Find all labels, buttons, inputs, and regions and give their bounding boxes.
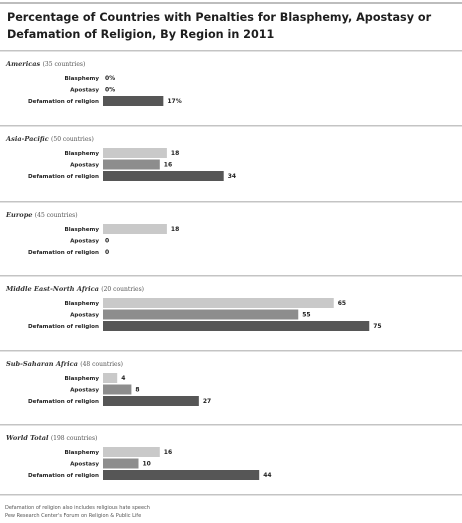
value-label-middle-east-north-africa-defamation-of-religion: 75 xyxy=(373,323,381,330)
bar-asia-pacific-blasphemy xyxy=(103,148,167,158)
value-label-world-total-defamation-of-religion: 44 xyxy=(263,472,271,479)
category-label-apostasy: Apostasy xyxy=(70,87,99,93)
category-label-blasphemy: Blasphemy xyxy=(64,376,99,382)
footer-source: Pew Research Center's Forum on Religion … xyxy=(5,513,142,519)
region-count-world-total: (198 countries) xyxy=(51,435,98,442)
category-label-blasphemy: Blasphemy xyxy=(64,227,99,233)
category-label-apostasy: Apostasy xyxy=(70,461,99,467)
category-label-blasphemy: Blasphemy xyxy=(64,151,99,157)
bar-sub-saharan-africa-apostasy xyxy=(103,384,132,395)
region-count-europe: (45 countries) xyxy=(35,212,78,219)
bar-world-total-apostasy xyxy=(103,458,139,469)
panel-divider-world-total xyxy=(0,424,462,426)
category-label-apostasy: Apostasy xyxy=(70,387,99,393)
region-label-sub-saharan-africa: Sub-Saharan Africa (48 countries) xyxy=(6,360,123,368)
category-label-defamation-of-religion: Defamation of religion xyxy=(28,324,99,330)
bottom-divider xyxy=(0,494,462,496)
value-label-europe-defamation-of-religion: 0 xyxy=(105,249,109,256)
bar-sub-saharan-africa-blasphemy xyxy=(103,373,118,383)
bar-asia-pacific-apostasy xyxy=(103,159,160,170)
value-label-world-total-blasphemy: 16 xyxy=(164,449,172,456)
region-label-asia-pacific: Asia-Pacific (50 countries) xyxy=(5,135,94,143)
category-label-apostasy: Apostasy xyxy=(70,312,99,318)
bar-middle-east-north-africa-apostasy xyxy=(103,309,299,320)
bar-middle-east-north-africa-defamation-of-religion xyxy=(103,321,370,331)
bar-sub-saharan-africa-defamation-of-religion xyxy=(103,396,199,406)
value-label-middle-east-north-africa-apostasy: 55 xyxy=(302,312,310,319)
region-label-world-total: World Total (198 countries) xyxy=(6,434,97,442)
region-label-europe: Europe (45 countries) xyxy=(5,211,78,219)
category-label-blasphemy: Blasphemy xyxy=(64,450,99,456)
bar-world-total-blasphemy xyxy=(103,447,160,457)
region-count-middle-east-north-africa: (20 countries) xyxy=(101,286,144,293)
chart-title: Percentage of Countries with Penalties f… xyxy=(7,11,432,41)
value-label-americas-defamation-of-religion: 17% xyxy=(167,98,181,105)
panel-divider-asia-pacific xyxy=(0,125,462,127)
value-label-sub-saharan-africa-apostasy: 8 xyxy=(135,387,139,394)
bar-europe-blasphemy xyxy=(103,224,167,234)
chart-footer: Defamation of religion also includes rel… xyxy=(5,504,150,520)
value-label-europe-apostasy: 0 xyxy=(105,238,109,245)
category-label-blasphemy: Blasphemy xyxy=(64,76,99,82)
region-count-sub-saharan-africa: (48 countries) xyxy=(80,361,123,368)
footer-note: Defamation of religion also includes rel… xyxy=(5,505,150,511)
bar-middle-east-north-africa-blasphemy xyxy=(103,298,334,308)
top-rule xyxy=(0,2,462,4)
value-label-world-total-apostasy: 10 xyxy=(143,461,151,468)
region-label-middle-east-north-africa: Middle East-North Africa (20 countries) xyxy=(5,285,144,293)
value-label-asia-pacific-defamation-of-religion: 34 xyxy=(228,173,236,180)
category-label-blasphemy: Blasphemy xyxy=(64,301,99,307)
value-label-sub-saharan-africa-blasphemy: 4 xyxy=(121,375,125,382)
panel-divider-americas xyxy=(0,50,462,52)
panel-divider-europe xyxy=(0,201,462,203)
value-label-asia-pacific-apostasy: 16 xyxy=(164,162,172,169)
value-label-middle-east-north-africa-blasphemy: 65 xyxy=(338,300,346,307)
value-label-americas-blasphemy: 0% xyxy=(105,75,115,82)
category-label-defamation-of-religion: Defamation of religion xyxy=(28,399,99,405)
category-label-defamation-of-religion: Defamation of religion xyxy=(28,99,99,105)
value-label-sub-saharan-africa-defamation-of-religion: 27 xyxy=(203,398,211,405)
region-count-americas: (35 countries) xyxy=(43,61,86,68)
category-label-apostasy: Apostasy xyxy=(70,238,99,244)
panel-divider-middle-east-north-africa xyxy=(0,275,462,277)
region-count-asia-pacific: (50 countries) xyxy=(51,136,94,143)
value-label-americas-apostasy: 0% xyxy=(105,87,115,94)
bar-asia-pacific-defamation-of-religion xyxy=(103,171,224,181)
category-label-defamation-of-religion: Defamation of religion xyxy=(28,250,99,256)
category-label-apostasy: Apostasy xyxy=(70,162,99,168)
panel-divider-sub-saharan-africa xyxy=(0,350,462,352)
value-label-asia-pacific-blasphemy: 18 xyxy=(171,150,179,157)
category-label-defamation-of-religion: Defamation of religion xyxy=(28,174,99,180)
bar-americas-defamation-of-religion xyxy=(103,96,164,106)
category-label-defamation-of-religion: Defamation of religion xyxy=(28,473,99,479)
region-label-americas: Americas (35 countries) xyxy=(5,60,85,68)
bar-world-total-defamation-of-religion xyxy=(103,470,260,480)
value-label-europe-blasphemy: 18 xyxy=(171,226,179,233)
